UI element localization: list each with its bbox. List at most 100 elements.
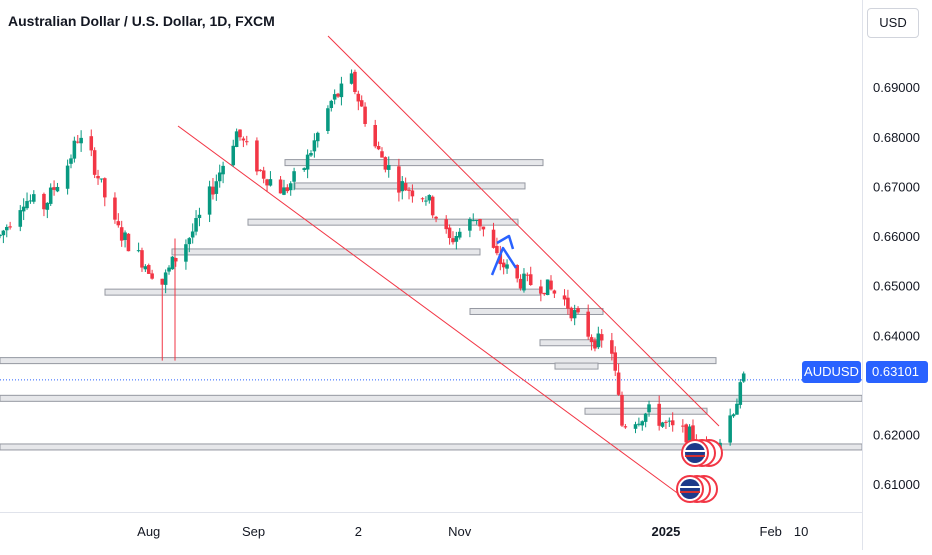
candle bbox=[79, 130, 83, 152]
candle-body bbox=[383, 157, 388, 170]
candle bbox=[623, 424, 628, 429]
candle bbox=[288, 181, 293, 196]
us-event-flags bbox=[676, 475, 718, 503]
candle-body bbox=[146, 265, 151, 274]
candle bbox=[174, 257, 178, 267]
candle-body bbox=[265, 179, 269, 186]
candle-body bbox=[566, 297, 570, 309]
candle-body bbox=[424, 200, 428, 202]
candle bbox=[234, 128, 239, 148]
candle bbox=[261, 166, 266, 184]
lower-trendline bbox=[177, 125, 681, 496]
candle-body bbox=[302, 168, 307, 171]
candle bbox=[292, 167, 296, 191]
candle bbox=[383, 156, 388, 173]
candle bbox=[8, 221, 12, 230]
candle bbox=[738, 378, 743, 409]
candle-body bbox=[667, 420, 672, 422]
candle-body bbox=[447, 227, 452, 239]
candle-body bbox=[495, 246, 499, 254]
candle-body bbox=[190, 231, 195, 238]
price-tick-label: 0.69000 bbox=[873, 80, 920, 95]
flag-stripe bbox=[685, 455, 705, 457]
candle bbox=[89, 129, 94, 157]
candle-body bbox=[25, 201, 29, 209]
candle-body bbox=[336, 93, 340, 97]
axes: 0.69000 0.68000 0.67000 0.66000 0.65000 0.640… bbox=[0, 0, 920, 550]
candle bbox=[25, 192, 29, 210]
candle bbox=[217, 164, 222, 188]
candle-body bbox=[278, 179, 283, 194]
candle-body bbox=[326, 108, 330, 132]
candle-body bbox=[515, 265, 519, 279]
candle-body bbox=[525, 274, 530, 276]
candle bbox=[231, 139, 236, 167]
candle bbox=[569, 306, 574, 322]
upper-trendline bbox=[327, 35, 720, 427]
candle-body bbox=[207, 186, 212, 215]
candle bbox=[268, 171, 273, 187]
candle bbox=[451, 231, 455, 245]
candle-body bbox=[140, 250, 144, 268]
candle-body bbox=[258, 169, 263, 171]
candle bbox=[434, 215, 438, 223]
candle-body bbox=[8, 226, 12, 228]
candle-body bbox=[434, 216, 438, 219]
candle-body bbox=[285, 187, 290, 192]
candle-body bbox=[664, 421, 668, 423]
candle bbox=[167, 265, 171, 275]
price-tick-label: 0.65000 bbox=[873, 279, 920, 294]
candle-body bbox=[660, 422, 665, 427]
candle bbox=[143, 264, 148, 272]
candle-body bbox=[623, 426, 628, 428]
candle-body bbox=[687, 426, 692, 441]
candle bbox=[380, 147, 384, 158]
candle-body bbox=[353, 71, 357, 93]
candle bbox=[363, 102, 367, 127]
candle-body bbox=[738, 382, 743, 405]
candle bbox=[48, 183, 53, 207]
chart-title: Australian Dollar / U.S. Dollar, 1D, FXC… bbox=[8, 13, 275, 29]
candle-body bbox=[457, 231, 462, 238]
candle-body bbox=[505, 264, 509, 269]
candle-body bbox=[332, 94, 337, 100]
candle bbox=[495, 237, 499, 256]
flag-stripe bbox=[685, 450, 705, 452]
candle bbox=[255, 137, 259, 176]
candle bbox=[566, 289, 570, 315]
candle-body bbox=[0, 234, 2, 237]
candle-body bbox=[174, 257, 178, 262]
support-resistance-zone bbox=[284, 159, 544, 167]
candle bbox=[150, 269, 154, 280]
candle bbox=[184, 239, 188, 270]
candle bbox=[65, 159, 70, 195]
price-tick-label: 0.67000 bbox=[873, 179, 920, 194]
candle-body bbox=[150, 273, 154, 279]
candle-body bbox=[610, 340, 614, 354]
candle-body bbox=[539, 286, 543, 294]
currency-button[interactable]: USD bbox=[867, 8, 919, 38]
support-resistance-zone bbox=[0, 357, 717, 365]
candle-body bbox=[89, 136, 94, 151]
trendlines bbox=[177, 35, 720, 496]
candle-body bbox=[244, 141, 249, 143]
candle-body bbox=[572, 310, 577, 319]
candle-body bbox=[214, 181, 219, 194]
candle-body bbox=[4, 226, 9, 231]
candle bbox=[207, 180, 212, 223]
candle bbox=[518, 274, 523, 291]
candle bbox=[241, 136, 246, 148]
candle-body bbox=[113, 197, 117, 220]
candle-body bbox=[528, 274, 533, 285]
candle bbox=[525, 272, 530, 282]
candle-body bbox=[427, 195, 432, 201]
candle bbox=[376, 141, 381, 151]
price-tick-label: 0.64000 bbox=[873, 328, 920, 343]
candles bbox=[0, 69, 746, 461]
candle bbox=[373, 119, 377, 149]
candle bbox=[420, 197, 425, 203]
candle-body bbox=[69, 158, 73, 164]
candle-body bbox=[633, 424, 638, 429]
